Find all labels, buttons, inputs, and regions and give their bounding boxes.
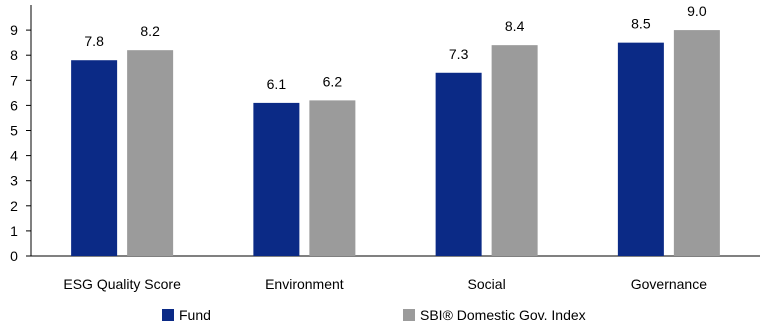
legend-swatch	[162, 309, 174, 321]
y-tick-label: 7	[10, 72, 18, 88]
bar	[309, 100, 356, 256]
bar	[435, 72, 482, 257]
y-axis-ticks: 0 1 2 3 4 5 6 7 8 9	[10, 22, 31, 264]
bar	[127, 50, 174, 257]
y-tick-label: 6	[10, 97, 18, 113]
legend-label: Fund	[179, 307, 211, 323]
x-tick-label: Social	[468, 276, 506, 292]
y-tick-label: 3	[10, 173, 18, 189]
y-tick-label: 4	[10, 148, 18, 164]
x-axis-labels: ESG Quality Score Environment Social Govern…	[63, 276, 707, 292]
x-tick-label: Governance	[631, 276, 707, 292]
y-tick-label: 0	[10, 248, 18, 264]
value-label: 7.3	[449, 46, 469, 62]
value-label: 8.5	[631, 16, 651, 32]
value-label: 6.1	[267, 76, 287, 92]
value-label: 6.2	[323, 73, 343, 89]
value-label: 7.8	[84, 33, 104, 49]
bar	[253, 102, 300, 256]
legend: Fund SBI® Domestic Gov. Index	[162, 307, 586, 323]
bar	[71, 60, 118, 256]
y-tick-label: 1	[10, 223, 18, 239]
x-tick-label: ESG Quality Score	[63, 276, 181, 292]
bars-group	[71, 30, 720, 257]
x-tick-label: Environment	[265, 276, 344, 292]
legend-label: SBI® Domestic Gov. Index	[420, 307, 586, 323]
bar	[491, 45, 538, 256]
y-tick-label: 5	[10, 123, 18, 139]
legend-swatch	[403, 309, 415, 321]
bar	[617, 42, 664, 257]
y-tick-label: 2	[10, 198, 18, 214]
value-labels-group: 7.8 8.2 6.1 6.2 7.3 8.4 8.5 9.0	[84, 3, 706, 92]
bar	[673, 30, 720, 256]
y-tick-label: 8	[10, 47, 18, 63]
value-label: 9.0	[687, 3, 707, 19]
value-label: 8.4	[505, 18, 525, 34]
y-tick-label: 9	[10, 22, 18, 38]
value-label: 8.2	[140, 23, 160, 39]
